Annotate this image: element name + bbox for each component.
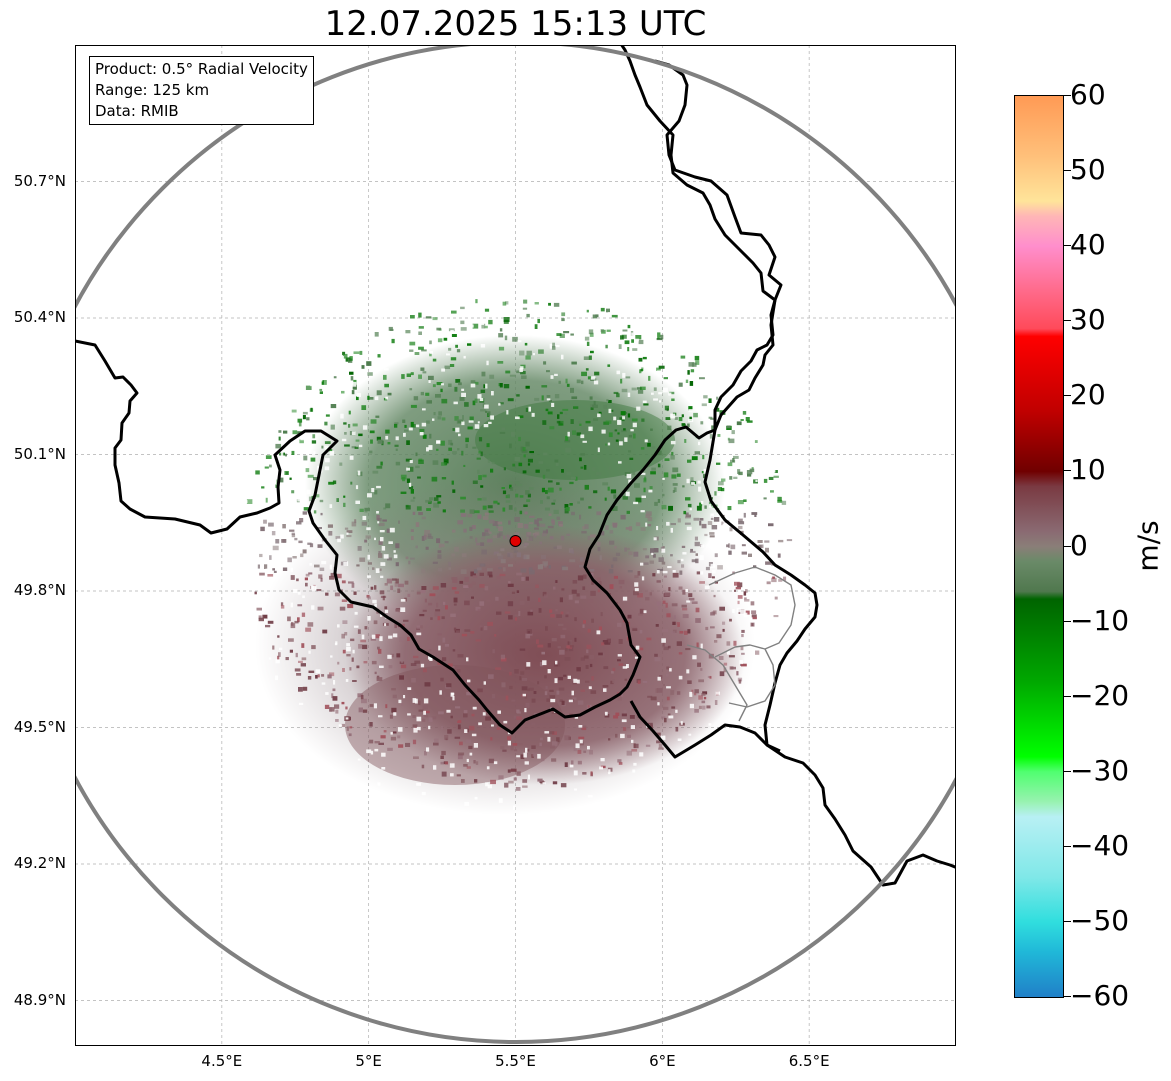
colorbar-tick-label: −60	[1070, 979, 1130, 1012]
map-border	[75, 45, 956, 1046]
border-east	[654, 59, 956, 887]
colorbar-tick-mark	[1063, 470, 1071, 472]
radar-map[interactable]	[75, 45, 956, 1046]
lat-tick-label: 49.8°N	[13, 581, 66, 599]
colorbar-tick-label: 20	[1070, 378, 1106, 412]
colorbar-tick-label: −30	[1070, 753, 1130, 787]
lat-tick-label: 50.7°N	[13, 171, 66, 190]
colorbar-tick-mark	[1063, 695, 1071, 697]
colorbar-tick-mark	[1063, 770, 1071, 772]
radar-site-marker	[509, 534, 522, 547]
map-canvas[interactable]	[75, 45, 956, 1046]
colorbar-tick-mark	[1063, 170, 1071, 172]
velocity-echo-field	[255, 335, 755, 815]
lon-tick-label: 5°E	[355, 1052, 382, 1070]
lon-tick-label: 4.5°E	[201, 1052, 243, 1070]
country-borders	[75, 45, 956, 887]
colorbar-tick-label: 50	[1070, 153, 1106, 187]
colorbar-tick-label: −50	[1070, 903, 1130, 937]
colorbar-tick-mark	[1063, 620, 1071, 622]
colorbar-tick-label: 30	[1070, 303, 1106, 337]
lat-tick-label: 50.1°N	[13, 444, 66, 463]
colorbar	[1014, 95, 1064, 998]
info-product: Product: 0.5° Radial Velocity	[95, 60, 308, 78]
colorbar-tick-label: −10	[1070, 603, 1130, 637]
info-data-source: Data: RMIB	[95, 102, 179, 120]
range-ring	[75, 45, 956, 1044]
chart-title: 12.07.2025 15:13 UTC	[324, 4, 707, 44]
colorbar-unit-label: m/s	[1131, 520, 1165, 572]
colorbar-tick-label: 10	[1070, 453, 1106, 487]
colorbar-tick-mark	[1063, 395, 1071, 397]
colorbar-tick-mark	[1063, 245, 1071, 247]
colorbar-tick-mark	[1063, 545, 1071, 547]
border-west	[75, 45, 777, 735]
colorbar-tick-mark	[1063, 845, 1071, 847]
colorbar-tick-label: 40	[1070, 228, 1106, 262]
lat-tick-label: 50.4°N	[13, 308, 66, 326]
lon-tick-label: 6°E	[649, 1052, 676, 1070]
colorbar-tick-mark	[1063, 95, 1071, 96]
lat-tick-label: 49.5°N	[13, 717, 66, 736]
province-borders	[686, 566, 796, 722]
lon-tick-label: 5.5°E	[495, 1052, 536, 1070]
colorbar-tick-mark	[1063, 320, 1071, 322]
colorbar-tick-label: 60	[1070, 78, 1106, 111]
colorbar-tick-label: −20	[1070, 678, 1130, 712]
info-box: Product: 0.5° Radial Velocity Range: 125…	[89, 56, 314, 125]
lat-tick-label: 48.9°N	[13, 990, 66, 1009]
lon-tick-label: 6.5°E	[788, 1052, 830, 1070]
info-range: Range: 125 km	[95, 81, 210, 99]
lat-tick-label: 49.2°N	[13, 854, 66, 872]
echo-speckle	[241, 264, 798, 818]
colorbar-tick-mark	[1063, 920, 1071, 922]
colorbar-tick-mark	[1063, 996, 1071, 997]
border-southeast	[629, 700, 781, 759]
colorbar-tick-label: −40	[1070, 828, 1130, 862]
colorbar-tick-label: 0	[1070, 528, 1088, 562]
